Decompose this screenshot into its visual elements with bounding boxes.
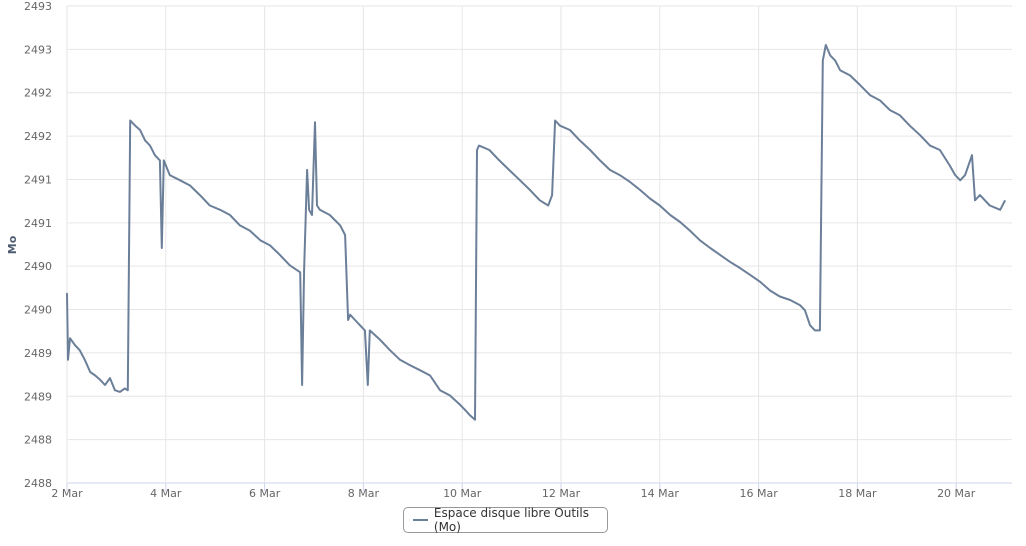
y-tick-label: 2491 [24,217,52,230]
y-tick-label: 2488 [24,434,52,447]
y-axis-ticks: 2488 2488 2489 2489 2490 2490 2491 2491 2492 2492… [24,0,52,490]
y-tick-label: 2493 [24,0,52,13]
x-tick-label: 20 Mar [937,487,976,500]
plot-area [66,44,1006,421]
x-tick-label: 14 Mar [641,487,680,500]
x-tick-label: 4 Mar [150,487,182,500]
legend-swatch [413,519,428,521]
x-tick-label: 6 Mar [249,487,281,500]
y-tick-label: 2491 [24,173,52,186]
y-tick-label: 2490 [24,304,52,317]
series-line[interactable] [66,44,1006,421]
x-tick-label: 10 Mar [443,487,482,500]
y-tick-label: 2492 [24,87,52,100]
grid [66,5,1012,491]
x-tick-label: 18 Mar [838,487,877,500]
y-axis-label: Mo [6,235,19,254]
x-tick-label: 2 Mar [51,487,83,500]
x-tick-label: 16 Mar [739,487,778,500]
y-tick-label: 2488 [24,477,52,490]
x-tick-label: 8 Mar [348,487,380,500]
x-tick-label: 12 Mar [542,487,581,500]
y-tick-label: 2490 [24,260,52,273]
y-tick-label: 2492 [24,130,52,143]
legend-label: Espace disque libre Outils (Mo) [433,506,589,534]
y-tick-label: 2489 [24,347,52,360]
y-tick-label: 2489 [24,390,52,403]
y-tick-label: 2493 [24,43,52,56]
x-axis-ticks: 2 Mar 4 Mar 6 Mar 8 Mar 10 Mar 12 Mar 14 Mar 16… [51,487,975,500]
legend-item[interactable]: Espace disque libre Outils (Mo) [403,506,608,534]
